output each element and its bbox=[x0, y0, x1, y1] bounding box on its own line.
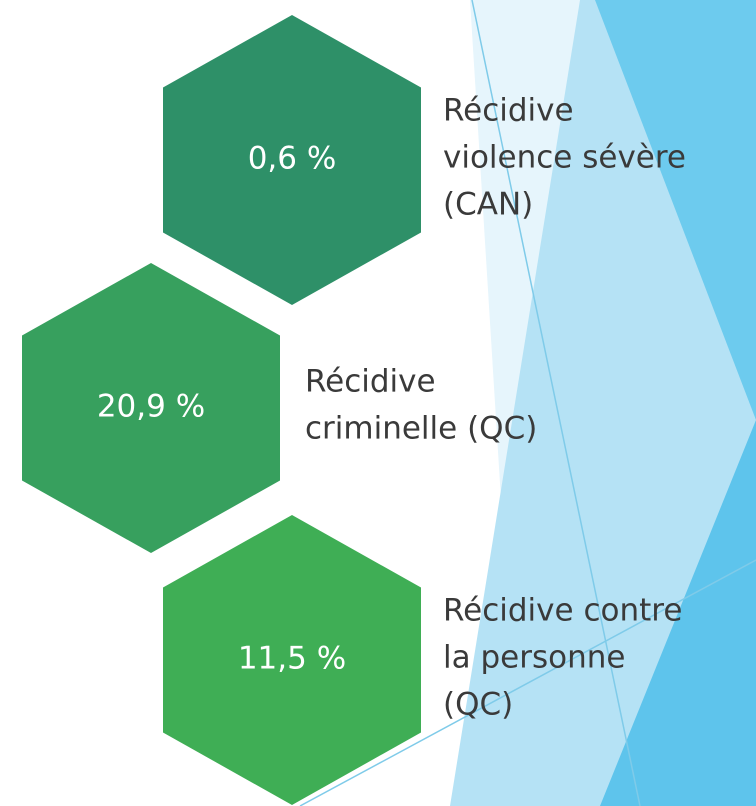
description-line: Récidive bbox=[305, 364, 436, 400]
hexagon bbox=[22, 263, 280, 553]
bg-shape bbox=[600, 420, 756, 806]
bg-line bbox=[299, 559, 756, 806]
hexagon bbox=[163, 515, 421, 805]
description-line: (QC) bbox=[443, 687, 513, 723]
hexagon bbox=[163, 15, 421, 305]
items: 0,6 % Récidive violence sévère (CAN) 20,9 % R… bbox=[22, 15, 686, 805]
background-shapes bbox=[299, 0, 756, 806]
value-label: 20,9 % bbox=[97, 389, 205, 425]
description-line: violence sévère bbox=[443, 140, 686, 176]
description-line: la personne bbox=[443, 640, 625, 676]
value-label: 0,6 % bbox=[248, 141, 337, 177]
description-line: Récidive contre bbox=[443, 593, 682, 629]
description-line: Récidive bbox=[443, 93, 574, 129]
bg-shape bbox=[595, 0, 756, 420]
description-line: (CAN) bbox=[443, 187, 533, 223]
description-line: criminelle (QC) bbox=[305, 411, 537, 447]
bg-line bbox=[471, 0, 641, 806]
value-label: 11,5 % bbox=[238, 641, 346, 677]
